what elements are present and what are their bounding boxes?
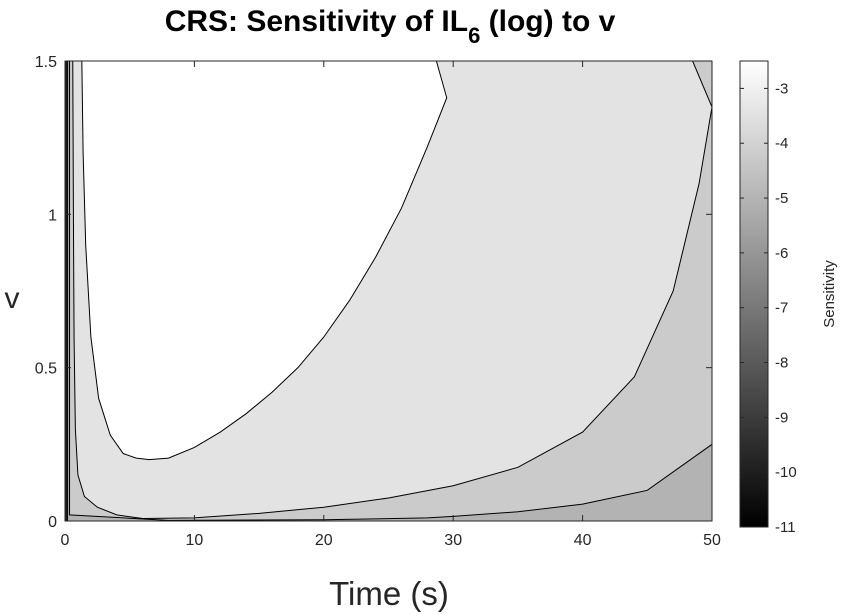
colorbar-label: Sensitivity bbox=[821, 260, 838, 328]
chart-title: CRS: Sensitivity of IL6 (log) to v bbox=[165, 5, 616, 48]
title-subscript: 6 bbox=[468, 23, 480, 48]
band-level-3-to-4-contour-line bbox=[72, 61, 712, 520]
x-tick-label: 30 bbox=[444, 532, 462, 549]
title-main: CRS: Sensitivity of IL bbox=[165, 5, 468, 38]
colorbar-tick-label: -6 bbox=[775, 245, 788, 262]
colorbar bbox=[739, 60, 769, 528]
colorbar-ticks: -11 -10 -9 -8 -7 -6 -5 -4 -3 bbox=[740, 80, 797, 536]
colorbar-tick-label: -8 bbox=[775, 355, 788, 372]
y-tick-label: 1.5 bbox=[35, 54, 57, 71]
colorbar-tick-label: -10 bbox=[775, 464, 797, 481]
contour-bands bbox=[65, 61, 712, 521]
title-suffix: (log) to v bbox=[480, 5, 615, 38]
y-tick-label: 0 bbox=[48, 514, 57, 531]
x-tick-label: 10 bbox=[186, 532, 204, 549]
colorbar-tick-label: -3 bbox=[775, 80, 788, 97]
region-above-level-3-contour-line bbox=[81, 61, 448, 461]
plot-area bbox=[65, 61, 712, 521]
band-level-4-to-5-contour-line bbox=[69, 61, 712, 521]
x-tick-label: 20 bbox=[315, 532, 333, 549]
x-tick-label: 50 bbox=[703, 532, 721, 549]
x-tick-label: 40 bbox=[574, 532, 592, 549]
colorbar-tick-label: -4 bbox=[775, 135, 788, 152]
x-axis-label: Time (s) bbox=[329, 575, 449, 612]
y-axis: 0 0.5 1 1.5 bbox=[35, 54, 712, 531]
colorbar-tick-label: -5 bbox=[775, 190, 788, 207]
axes-frame bbox=[64, 60, 713, 522]
y-axis-label: v bbox=[5, 282, 20, 315]
region-above-level-3-fill bbox=[81, 61, 712, 460]
colorbar-tick-label: -7 bbox=[775, 300, 788, 317]
y-tick-label: 0.5 bbox=[35, 361, 57, 378]
y-tick-label: 1 bbox=[48, 207, 57, 224]
x-axis: 0 10 20 30 40 50 bbox=[61, 61, 721, 549]
x-tick-label: 0 bbox=[61, 532, 70, 549]
colorbar-tick-label: -11 bbox=[775, 519, 796, 536]
colorbar-tick-label: -9 bbox=[775, 409, 788, 426]
band-level-5-to-6-contour-line bbox=[67, 61, 712, 521]
